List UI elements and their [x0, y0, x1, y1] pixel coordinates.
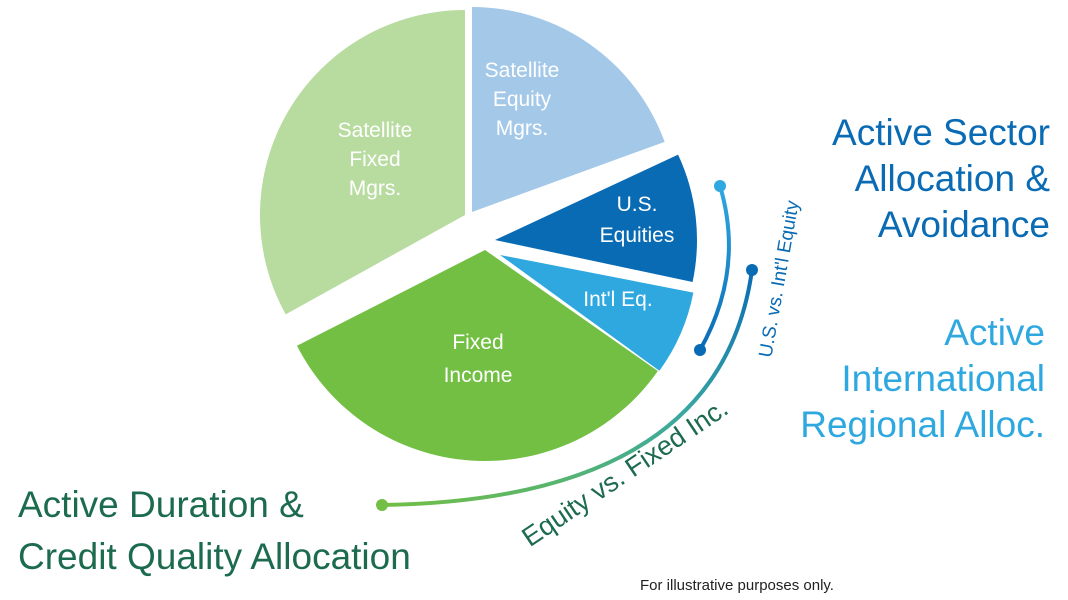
connector-arc — [381, 269, 754, 507]
pie — [260, 7, 697, 462]
pie-slice — [260, 10, 465, 315]
connector-arc — [698, 185, 731, 351]
dot — [714, 180, 726, 192]
dot — [746, 264, 758, 276]
slice-label: Satellite Fixed Mgrs. — [338, 119, 413, 200]
slice-label: Fixed Income — [444, 331, 513, 387]
strategy-label: Active International Regional Alloc. — [800, 312, 1045, 445]
slice-label: Satellite Equity Mgrs. — [485, 59, 560, 140]
footnote: For illustrative purposes only. — [640, 577, 834, 594]
strategy-label: Active Sector Allocation & Avoidance — [832, 112, 1050, 245]
pie-slice — [472, 7, 665, 212]
dot — [376, 499, 388, 511]
pie-slice — [500, 255, 694, 371]
strategy-label: Active Duration & Credit Quality Allocati… — [18, 484, 411, 577]
pie-slice — [296, 250, 658, 462]
arc-label: U.S. vs. Int'l Equity — [755, 199, 803, 360]
slice-label: Int'l Eq. — [583, 288, 652, 311]
slice-label: U.S. Equities — [600, 193, 675, 247]
pie-slice — [495, 154, 697, 282]
dot — [694, 344, 706, 356]
